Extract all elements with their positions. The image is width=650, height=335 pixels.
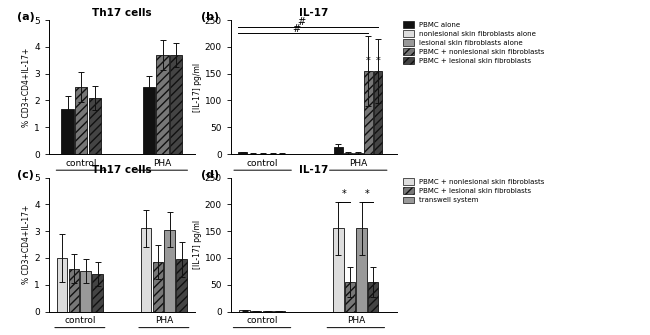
Bar [263,311,273,312]
Bar [356,228,367,312]
Text: *: * [365,189,370,199]
Legend: PBMC + nonlesional skin fibroblasts, PBMC + lesional skin fibroblasts, transwell: PBMC + nonlesional skin fibroblasts, PBM… [403,178,545,203]
Bar [274,311,285,312]
Y-axis label: [IL-17] pg/ml: [IL-17] pg/ml [192,220,202,269]
Bar [354,153,363,154]
Bar [251,311,261,312]
Bar [62,109,73,154]
Bar [248,153,257,154]
Bar [176,259,187,312]
Legend: PBMC alone, nonlesional skin fibroblasts alone, lesional skin fibroblasts alone,: PBMC alone, nonlesional skin fibroblasts… [403,21,545,64]
Title: Th17 cells: Th17 cells [92,8,151,18]
Text: (c): (c) [17,170,33,180]
Text: #: # [292,24,300,34]
Title: IL-17: IL-17 [299,8,328,18]
Text: (b): (b) [201,12,219,22]
Text: *: * [342,189,346,199]
Bar [170,55,182,154]
Bar [141,228,151,312]
Bar [57,258,68,312]
Bar [364,71,372,154]
Bar [89,98,101,154]
Text: #: # [297,17,305,27]
Bar [258,153,267,154]
Bar [344,153,353,154]
Bar [239,152,247,154]
Bar [334,147,343,154]
Title: Th17 cells: Th17 cells [92,165,151,176]
Bar [368,282,378,312]
Bar [164,230,175,312]
Text: (d): (d) [201,170,219,180]
Bar [92,274,103,312]
Y-axis label: [IL-17] pg/ml: [IL-17] pg/ml [192,63,202,112]
Bar [278,153,287,154]
Bar [345,282,356,312]
Text: (a): (a) [17,12,34,22]
Y-axis label: % CD3+CD4+IL-17+: % CD3+CD4+IL-17+ [22,205,31,284]
Bar [333,228,344,312]
Bar [268,153,277,154]
Bar [239,311,250,312]
Title: IL-17: IL-17 [299,165,328,176]
Bar [153,262,163,312]
Bar [374,71,382,154]
Bar [81,271,91,312]
Text: *: * [376,56,380,66]
Bar [75,87,87,154]
Y-axis label: % CD3+CD4+IL-17+: % CD3+CD4+IL-17+ [22,48,31,127]
Text: *: * [366,56,370,66]
Bar [69,269,79,312]
Bar [143,87,155,154]
Bar [157,55,168,154]
